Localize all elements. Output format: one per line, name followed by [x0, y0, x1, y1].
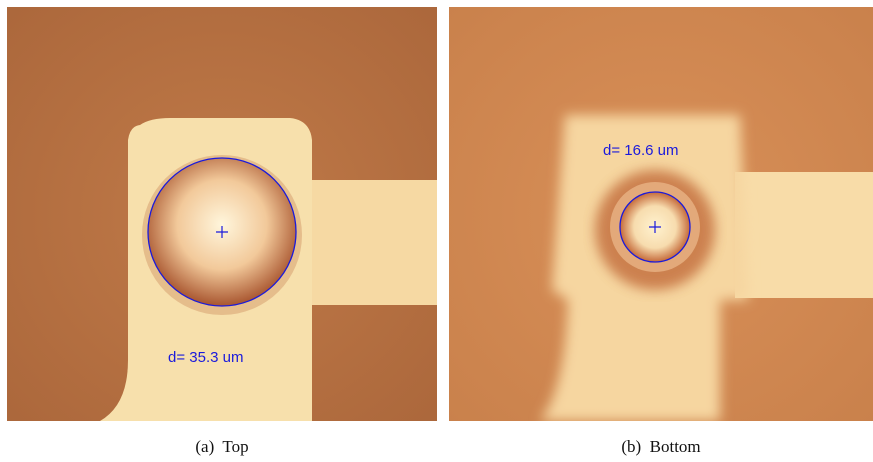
diameter-label: d= 35.3 um [168, 349, 243, 366]
figure: d= 35.3 um d= 16.6 um (a) Top (b) Bottom [0, 0, 873, 462]
caption: (b) Bottom [621, 437, 700, 456]
bottom-image: d= 16.6 um [449, 7, 873, 421]
diameter-label: d= 16.6 um [603, 142, 678, 159]
caption: (a) Top [195, 437, 248, 456]
top-image: d= 35.3 um [7, 7, 440, 421]
